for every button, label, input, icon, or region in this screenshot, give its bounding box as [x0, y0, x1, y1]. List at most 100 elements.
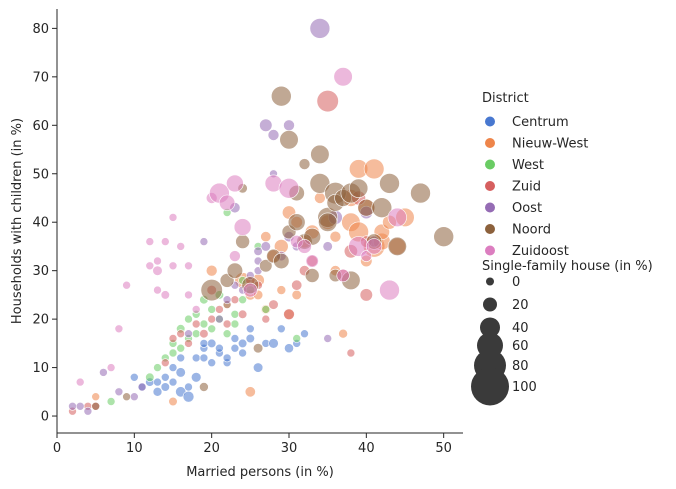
size-legend-label: 100: [512, 380, 537, 395]
legend-hue-title: District: [482, 91, 529, 106]
data-point: [114, 387, 124, 397]
x-tick-label: 10: [126, 441, 143, 456]
x-tick-label: 50: [435, 441, 452, 456]
data-point: [298, 158, 311, 170]
data-point: [338, 328, 348, 339]
data-point: [360, 250, 373, 262]
data-point: [160, 382, 170, 392]
data-point: [260, 241, 271, 252]
data-point: [276, 324, 286, 334]
data-point: [433, 226, 455, 247]
data-point: [75, 401, 85, 411]
data-point: [130, 392, 139, 402]
data-point: [283, 119, 295, 132]
data-point: [349, 178, 369, 198]
size-legend-marker: [480, 317, 500, 338]
data-point: [184, 314, 193, 324]
data-point: [161, 372, 170, 382]
size-legend-label: 60: [512, 339, 529, 354]
data-point: [168, 363, 178, 372]
data-point: [168, 334, 178, 343]
x-tick-label: 30: [281, 441, 298, 456]
y-tick-label: 0: [41, 410, 49, 425]
data-point: [215, 305, 224, 314]
data-point: [191, 329, 201, 339]
data-point: [273, 252, 290, 270]
data-point: [215, 314, 224, 324]
x-tick-label: 40: [358, 441, 375, 456]
data-point: [230, 334, 240, 343]
data-point: [287, 213, 306, 231]
data-point: [200, 279, 223, 302]
data-point: [91, 392, 100, 402]
y-tick-label: 80: [32, 22, 49, 37]
data-point: [184, 382, 193, 392]
data-point: [215, 343, 224, 353]
legend-label-nieuw-west: Nieuw-West: [512, 137, 588, 152]
data-point: [259, 118, 273, 132]
data-point: [261, 305, 271, 314]
data-point: [253, 343, 264, 354]
data-point: [199, 339, 209, 348]
data-point: [222, 329, 232, 339]
data-point: [145, 237, 155, 246]
legend-marker-nieuw-west: [485, 138, 495, 148]
data-point: [137, 382, 147, 392]
data-point: [205, 264, 218, 277]
data-point: [333, 67, 353, 87]
series-noord: [91, 85, 455, 411]
y-tick-label: 20: [32, 313, 49, 328]
data-point: [122, 280, 131, 290]
data-point: [283, 308, 295, 321]
data-point: [235, 234, 250, 249]
data-point: [387, 207, 407, 227]
data-point: [230, 343, 240, 353]
data-point: [226, 174, 244, 193]
legend-label-west: West: [512, 158, 544, 173]
size-legend-label: 20: [512, 298, 529, 313]
y-tick-label: 70: [32, 70, 49, 85]
y-tick-label: 10: [32, 361, 49, 376]
data-point: [316, 89, 339, 113]
data-point: [145, 372, 155, 382]
data-point: [230, 319, 240, 329]
data-point: [268, 338, 279, 349]
data-point: [168, 261, 178, 271]
data-point: [243, 282, 258, 298]
data-point: [191, 305, 201, 314]
data-point: [219, 194, 236, 211]
data-point: [292, 334, 302, 343]
data-point: [184, 329, 193, 339]
data-point: [75, 377, 85, 387]
data-point: [199, 382, 209, 392]
data-point: [246, 324, 255, 334]
data-point: [176, 329, 185, 339]
data-point: [261, 314, 271, 324]
data-point: [114, 324, 124, 334]
data-point: [284, 343, 294, 354]
data-point: [371, 197, 393, 218]
data-point: [199, 319, 209, 329]
data-point: [199, 237, 209, 246]
axes: [56, 9, 463, 434]
y-tick-label: 30: [32, 264, 49, 279]
data-point: [379, 173, 400, 194]
data-point: [199, 329, 209, 339]
data-point: [226, 262, 243, 279]
y-tick-label: 50: [32, 167, 49, 182]
data-point: [91, 401, 100, 411]
data-point: [184, 261, 193, 271]
data-point: [245, 333, 255, 344]
data-point: [153, 285, 162, 295]
size-legend-label: 80: [512, 359, 529, 374]
data-point: [207, 338, 217, 349]
data-point: [309, 173, 331, 194]
size-legend-label: 0: [512, 275, 520, 290]
data-point: [176, 242, 185, 251]
data-point: [238, 348, 247, 358]
legend: District Centrum Nieuw-West West Zuid Oost No…: [471, 91, 653, 406]
data-point: [309, 18, 331, 39]
data-point: [279, 130, 299, 150]
data-point: [191, 319, 201, 329]
